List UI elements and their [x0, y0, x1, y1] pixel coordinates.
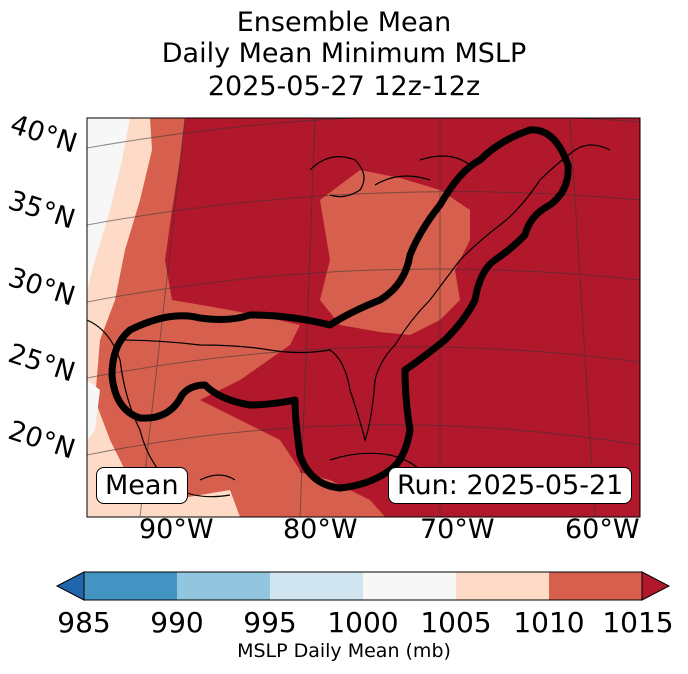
map-frame	[86, 117, 641, 518]
lon-label-70w: 70°W	[420, 514, 495, 545]
meridian-60w	[569, 118, 596, 517]
pressure-field-1005-1010	[87, 118, 240, 517]
great-lakes	[309, 155, 471, 198]
lon-label-90w: 90°W	[139, 514, 214, 545]
yucatan	[199, 474, 236, 481]
colorbar-tick-990: 990	[150, 606, 204, 639]
colorbar-tick-985: 985	[57, 606, 111, 639]
colorbar-tick-1000: 1000	[327, 606, 399, 639]
colorbar-tick-1010: 1010	[513, 606, 585, 639]
parallel-20n	[87, 424, 640, 456]
lon-label-60w: 60°W	[565, 514, 640, 545]
title-line-1: Ensemble Mean	[236, 7, 452, 38]
pressure-field-1000-1005	[87, 118, 130, 290]
colorbar-tick-1015: 1015	[602, 606, 674, 639]
colorbar-tick-1005: 1005	[420, 606, 492, 639]
cuba	[329, 452, 421, 471]
pressure-field-1000-1005-sw	[87, 380, 100, 440]
east-coast	[394, 144, 611, 346]
ensemble-contour	[108, 126, 572, 492]
run-label: Run: 2025-05-21	[388, 467, 633, 504]
lon-label-80w: 80°W	[283, 514, 358, 545]
parallel-25n	[87, 346, 640, 379]
colorbar-label: MSLP Daily Mean (mb)	[237, 640, 451, 662]
colorbar-tick-995: 995	[243, 606, 297, 639]
title-line-3: 2025-05-27 12z-12z	[207, 71, 481, 102]
parallel-40n	[87, 118, 640, 149]
mean-label: Mean	[96, 467, 188, 504]
title-line-2: Daily Mean Minimum MSLP	[161, 38, 527, 69]
parallel-30n	[87, 268, 640, 303]
